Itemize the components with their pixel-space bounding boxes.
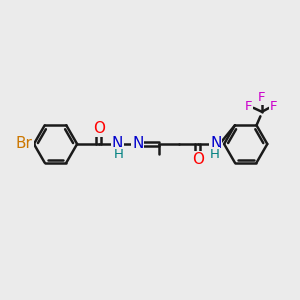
Text: N: N (132, 136, 143, 151)
Text: H: H (114, 148, 123, 161)
Text: Br: Br (16, 136, 33, 152)
Text: F: F (245, 100, 252, 113)
Text: O: O (192, 152, 204, 166)
Text: F: F (258, 91, 266, 104)
Text: N: N (112, 136, 123, 151)
Text: O: O (93, 121, 105, 136)
Text: F: F (269, 100, 277, 113)
Text: H: H (210, 148, 219, 161)
Text: N: N (210, 136, 221, 151)
